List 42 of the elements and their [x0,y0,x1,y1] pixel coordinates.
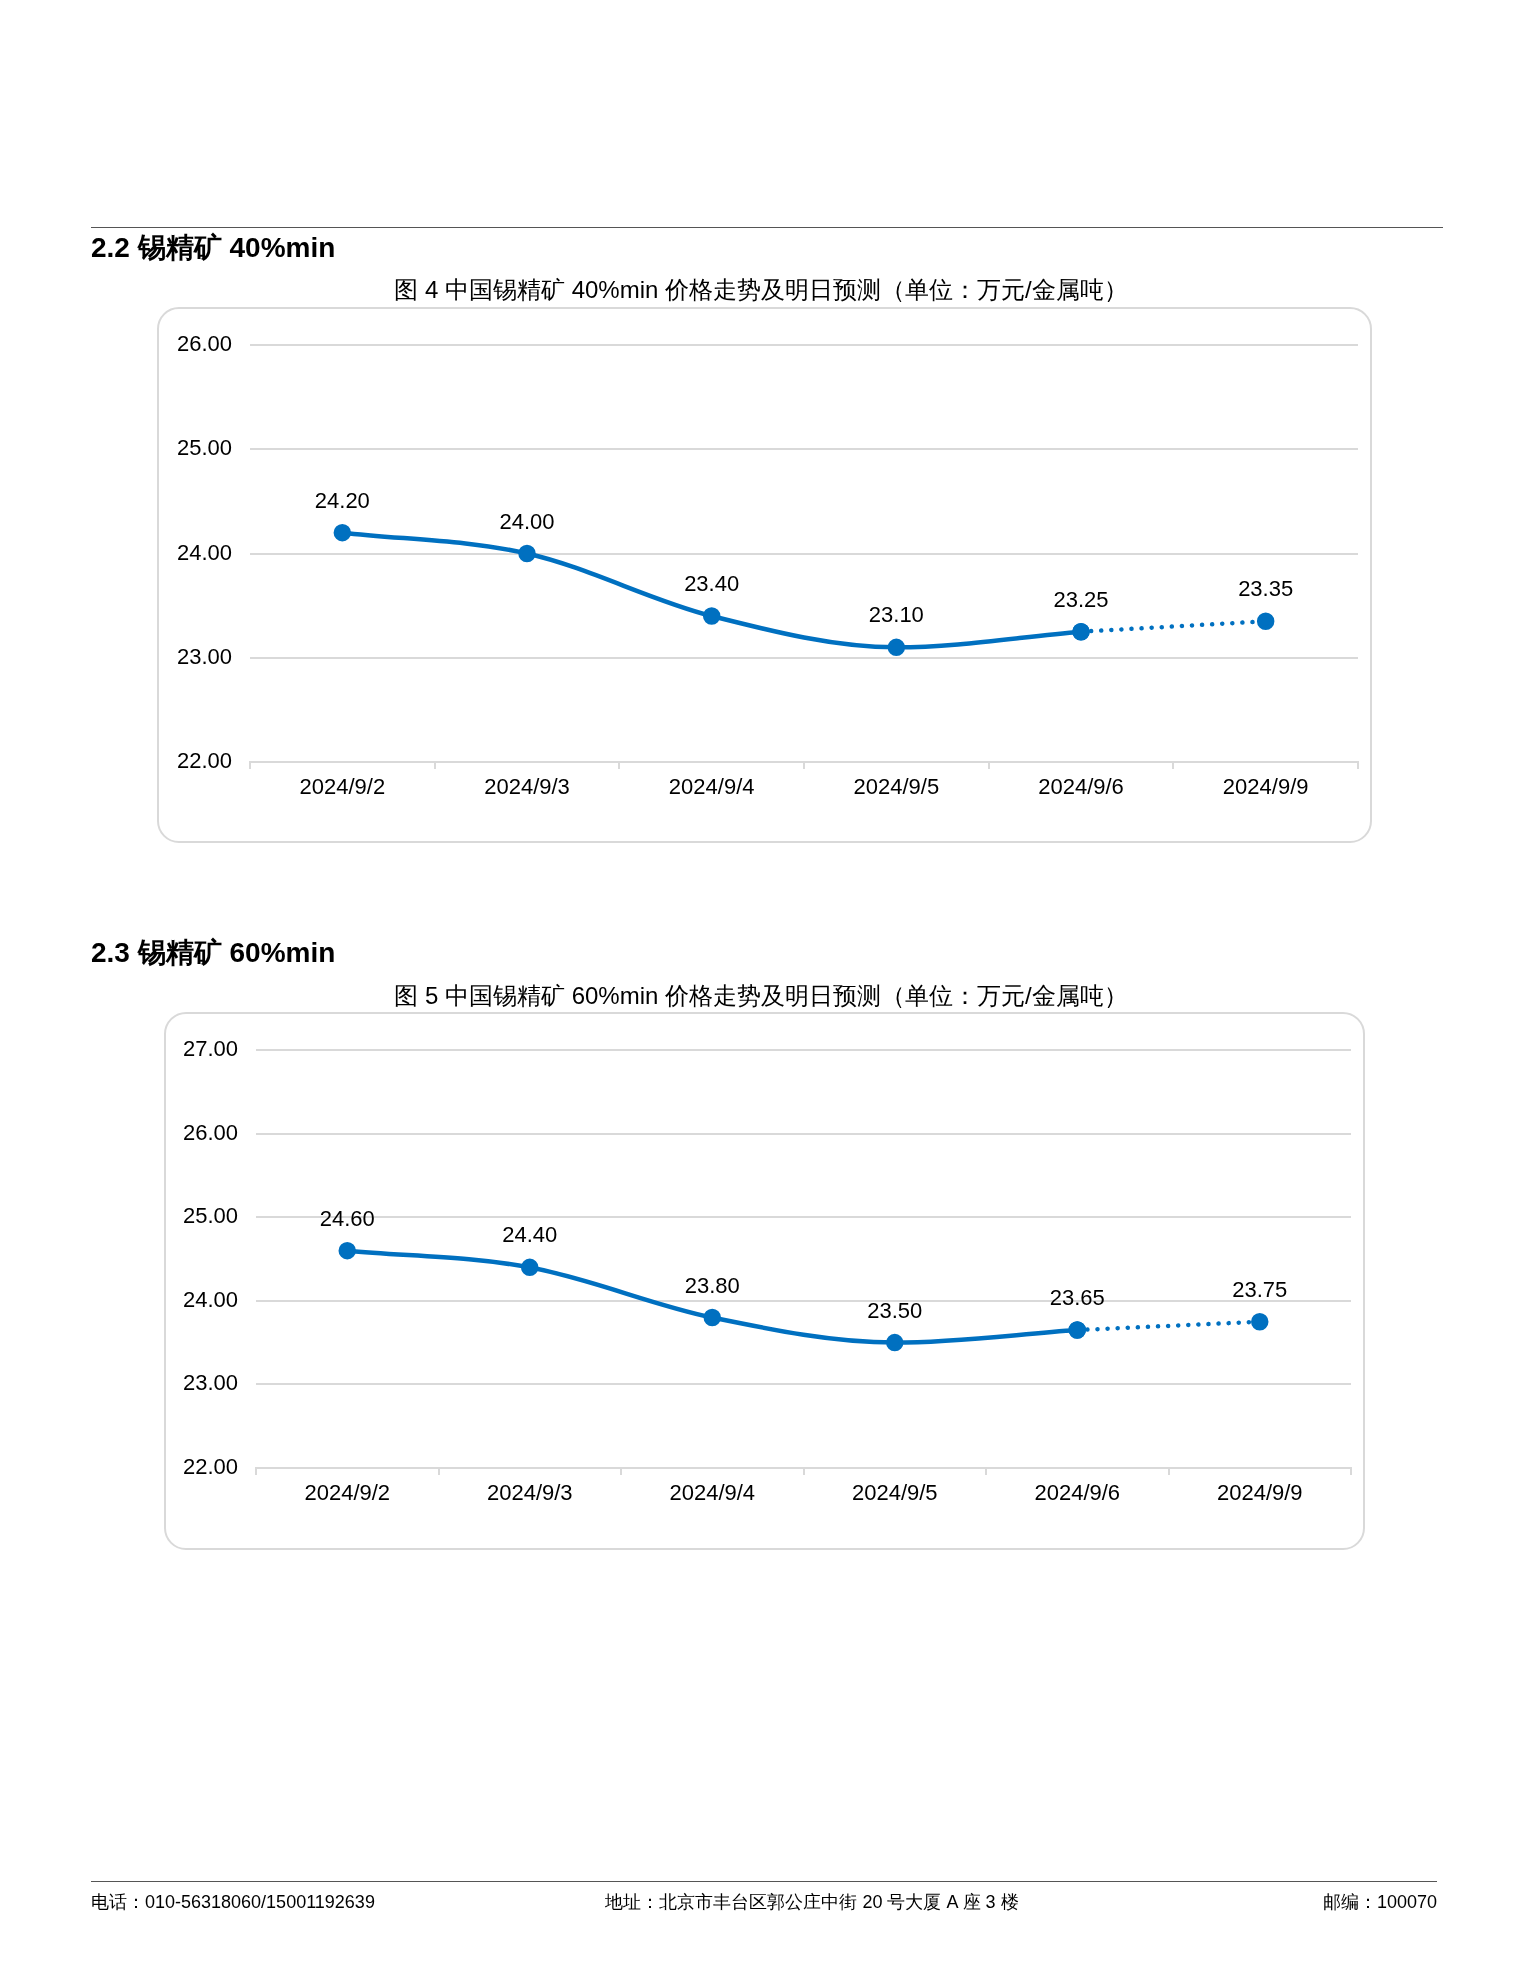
x-tick-label: 2024/9/9 [1222,774,1309,800]
chart-title: 图 4 中国锡精矿 40%min 价格走势及明日预测（单位：万元/金属吨） [394,275,1128,305]
y-tick-label: 23.00 [182,1370,238,1396]
chart-title: 图 5 中国锡精矿 60%min 价格走势及明日预测（单位：万元/金属吨） [394,981,1128,1011]
text: 地址：北京市丰台区郭公庄中街 20 号大厦 A 座 3 楼 [605,1892,1019,1914]
x-tick-label: 2024/9/6 [1038,774,1124,800]
y-tick-label: 23.00 [176,643,232,669]
data-label: 23.10 [868,602,924,628]
x-tick-label: 2024/9/5 [851,1480,938,1506]
data-label: 23.80 [684,1272,740,1298]
data-label: 24.20 [314,487,370,513]
y-tick-label: 24.00 [176,539,232,565]
y-tick-label: 22.00 [182,1454,238,1480]
x-tick-label: 2024/9/2 [299,774,386,800]
data-label: 23.65 [1049,1285,1105,1311]
x-tick-label: 2024/9/3 [484,774,570,800]
data-label: 23.25 [1053,586,1109,612]
text: 2.3 锡精矿 60%min [91,936,336,970]
y-tick-label: 25.00 [182,1203,238,1229]
x-tick-label: 2024/9/4 [668,774,755,800]
x-tick-label: 2024/9/6 [1034,1480,1121,1506]
text: 电话：010-56318060/15001192639 [91,1892,375,1914]
x-tick-label: 2024/9/2 [304,1480,391,1506]
x-tick-label: 2024/9/9 [1216,1480,1303,1506]
data-label: 23.75 [1232,1276,1288,1302]
y-tick-label: 25.00 [176,435,232,461]
data-label: 24.60 [319,1205,375,1231]
data-label: 23.35 [1238,576,1294,602]
x-tick-label: 2024/9/5 [853,774,940,800]
y-tick-label: 24.00 [182,1286,238,1312]
data-label: 23.40 [684,571,740,597]
y-tick-label: 27.00 [182,1036,238,1062]
data-label: 24.40 [502,1222,558,1248]
data-label: 23.50 [867,1297,923,1323]
text: 邮编：100070 [1322,1892,1437,1914]
y-tick-label: 22.00 [176,748,232,774]
y-tick-label: 26.00 [182,1119,238,1145]
x-tick-label: 2024/9/4 [669,1480,756,1506]
data-label: 24.00 [499,508,555,534]
text: 2.2 锡精矿 40%min [91,231,336,265]
x-tick-label: 2024/9/3 [486,1480,573,1506]
y-tick-label: 26.00 [176,331,232,357]
